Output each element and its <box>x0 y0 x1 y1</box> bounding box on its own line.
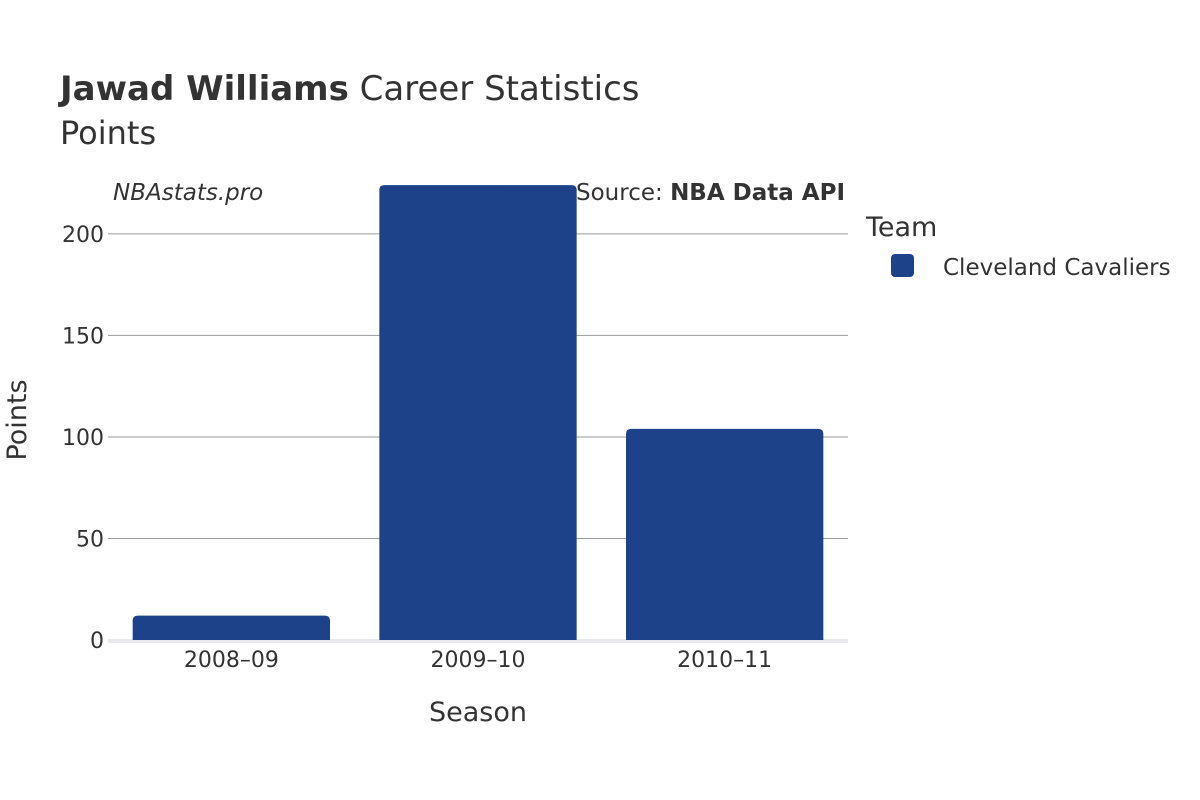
bar-2009–10[interactable] <box>379 185 577 640</box>
y-tick-label: 200 <box>62 223 104 248</box>
x-tick-label: 2010–11 <box>677 648 772 673</box>
watermark: NBAstats.pro <box>113 180 263 206</box>
y-tick-label: 150 <box>62 324 104 349</box>
x-axis-title: Season <box>429 697 527 728</box>
title-rest: Career Statistics <box>349 69 640 109</box>
source-name: NBA Data API <box>670 180 845 206</box>
legend-label: Cleveland Cavaliers <box>943 255 1171 281</box>
bars <box>132 185 824 640</box>
y-tick-labels: 0 50 100 150 200 <box>62 223 104 654</box>
chart-title: Jawad Williams Career Statistics <box>58 69 640 109</box>
y-tick-label: 50 <box>76 527 104 552</box>
x-tick-label: 2008–09 <box>184 648 279 673</box>
player-name: Jawad Williams <box>58 69 349 109</box>
y-axis-title: Points <box>2 379 33 460</box>
x-tick-labels: 2008–09 2009–10 2010–11 <box>184 648 772 673</box>
bar-2008–09[interactable] <box>132 615 330 640</box>
chart-subtitle: Points <box>60 114 156 152</box>
y-tick-label: 0 <box>90 629 104 654</box>
y-tick-label: 100 <box>62 426 104 451</box>
legend-swatch <box>891 254 914 277</box>
source-prefix: Source: <box>576 180 670 206</box>
legend-title: Team <box>865 212 937 243</box>
bar-2010–11[interactable] <box>626 428 824 640</box>
source-label: Source: NBA Data API <box>576 180 845 206</box>
legend-item-cleveland-cavaliers[interactable]: Cleveland Cavaliers <box>891 254 1171 281</box>
x-tick-label: 2009–10 <box>431 648 526 673</box>
